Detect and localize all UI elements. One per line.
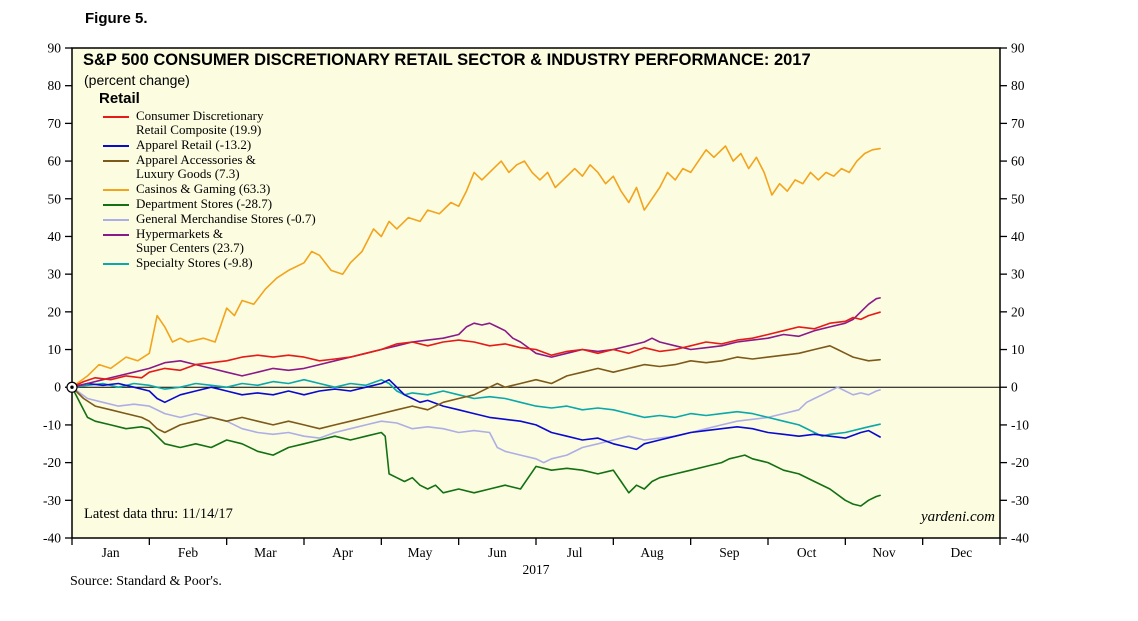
x-tick-label: Oct	[797, 545, 817, 560]
series-line-hypermarkets-super-centers	[71, 297, 881, 389]
y-tick-label-right: 40	[1011, 229, 1025, 244]
y-tick-label-left: 70	[48, 116, 62, 131]
x-tick-label: Jan	[102, 545, 120, 560]
x-axis: Jan Feb Mar Apr May Jun Jul Aug Sep Oct Nov Dec 2017	[71, 538, 1001, 577]
y-tick-label-right: 10	[1011, 342, 1025, 357]
legend-item-label: Apparel Retail (-13.2)	[136, 137, 252, 152]
legend-item-label: Apparel Accessories & Luxury Goods (7.3)	[136, 152, 256, 181]
x-tick-label: Jun	[488, 545, 507, 560]
y-tick-label-right: 20	[1011, 304, 1025, 319]
source-note: Source: Standard & Poor's.	[70, 574, 222, 589]
y-tick-label-left: 20	[48, 304, 62, 319]
legend-header: Retail	[99, 90, 140, 107]
y-tick-label-left: 90	[48, 41, 62, 56]
x-axis-year: 2017	[523, 562, 550, 577]
y-tick-label-right: 70	[1011, 116, 1025, 131]
x-tick-label: Apr	[332, 545, 353, 560]
series-lines	[71, 145, 881, 507]
figure-label: Figure 5.	[85, 10, 148, 27]
legend-items: Consumer Discretionary Retail Composite …	[97, 109, 316, 270]
legend-swatch	[103, 219, 129, 221]
x-tick-label: Jul	[567, 545, 583, 560]
series-line-retail-composite	[71, 311, 881, 389]
chart-subtitle: (percent change)	[84, 72, 190, 88]
y-tick-label-left: 0	[54, 380, 61, 395]
legend-item-label: Consumer Discretionary Retail Composite …	[136, 108, 264, 137]
legend-item: Department Stores (-28.7)	[97, 197, 316, 211]
x-tick-label: Feb	[178, 545, 199, 560]
x-tick-label: May	[408, 545, 433, 560]
legend: Retail Consumer Discretionary Retail Com…	[97, 90, 316, 271]
x-tick-label: Nov	[872, 545, 895, 560]
series-line-apparel-accessories-luxury	[71, 344, 881, 434]
legend-swatch	[103, 234, 129, 236]
legend-item: Consumer Discretionary Retail Composite …	[97, 109, 316, 137]
watermark: yardeni.com	[920, 509, 995, 525]
y-tick-label-right: 80	[1011, 78, 1025, 93]
y-tick-label-left: -40	[43, 531, 61, 546]
legend-swatch	[103, 145, 129, 147]
x-tick-label: Dec	[950, 545, 972, 560]
y-tick-label-right: 90	[1011, 41, 1025, 56]
legend-item-label: General Merchandise Stores (-0.7)	[136, 211, 316, 226]
legend-item: Apparel Accessories & Luxury Goods (7.3)	[97, 153, 316, 181]
latest-data-note: Latest data thru: 11/14/17	[84, 506, 233, 522]
y-tick-label-left: -30	[43, 493, 61, 508]
y-tick-label-right: 50	[1011, 191, 1025, 206]
chart-title: S&P 500 CONSUMER DISCRETIONARY RETAIL SE…	[83, 51, 811, 69]
legend-swatch	[103, 263, 129, 265]
legend-item: Apparel Retail (-13.2)	[97, 138, 316, 152]
legend-item-label: Casinos & Gaming (63.3)	[136, 181, 271, 196]
y-tick-label-left: -10	[43, 417, 61, 432]
legend-item-label: Department Stores (-28.7)	[136, 196, 273, 211]
y-tick-label-right: -20	[1011, 455, 1029, 470]
series-line-specialty-stores	[71, 378, 881, 438]
plot-frame	[71, 47, 1001, 539]
y-tick-label-left: 10	[48, 342, 62, 357]
y-tick-label-right: 60	[1011, 154, 1025, 169]
legend-swatch	[103, 204, 129, 206]
legend-item: General Merchandise Stores (-0.7)	[97, 212, 316, 226]
series-line-casinos-gaming	[71, 145, 881, 389]
y-tick-label-right: 30	[1011, 267, 1025, 282]
y-tick-label-right: 0	[1011, 380, 1018, 395]
plot-background	[72, 48, 1000, 538]
y-axis: -40 -40 -30 -30 -20 -20 -10 -10 0 0 10 10 20 20 30 30 40…	[43, 41, 1029, 546]
y-tick-label-left: 50	[48, 191, 62, 206]
legend-item: Hypermarkets & Super Centers (23.7)	[97, 227, 316, 255]
origin-marker-dot	[70, 385, 74, 389]
x-tick-label: Aug	[640, 545, 663, 560]
y-tick-label-left: 30	[48, 267, 62, 282]
y-tick-label-left: 60	[48, 154, 62, 169]
legend-item-label: Hypermarkets & Super Centers (23.7)	[136, 226, 244, 255]
y-tick-label-right: -10	[1011, 417, 1029, 432]
y-tick-label-left: -20	[43, 455, 61, 470]
legend-item: Casinos & Gaming (63.3)	[97, 182, 316, 196]
legend-swatch	[103, 160, 129, 162]
legend-item-label: Specialty Stores (-9.8)	[136, 255, 253, 270]
y-tick-label-right: -40	[1011, 531, 1029, 546]
legend-item: Specialty Stores (-9.8)	[97, 256, 316, 270]
y-tick-label-left: 80	[48, 78, 62, 93]
y-tick-label-left: 40	[48, 229, 62, 244]
x-tick-label: Mar	[254, 545, 277, 560]
series-line-apparel-retail	[71, 378, 881, 451]
y-tick-label-right: -30	[1011, 493, 1029, 508]
legend-swatch	[103, 189, 129, 191]
legend-swatch	[103, 116, 129, 118]
series-line-department-stores	[71, 386, 881, 507]
x-tick-label: Sep	[719, 545, 740, 560]
